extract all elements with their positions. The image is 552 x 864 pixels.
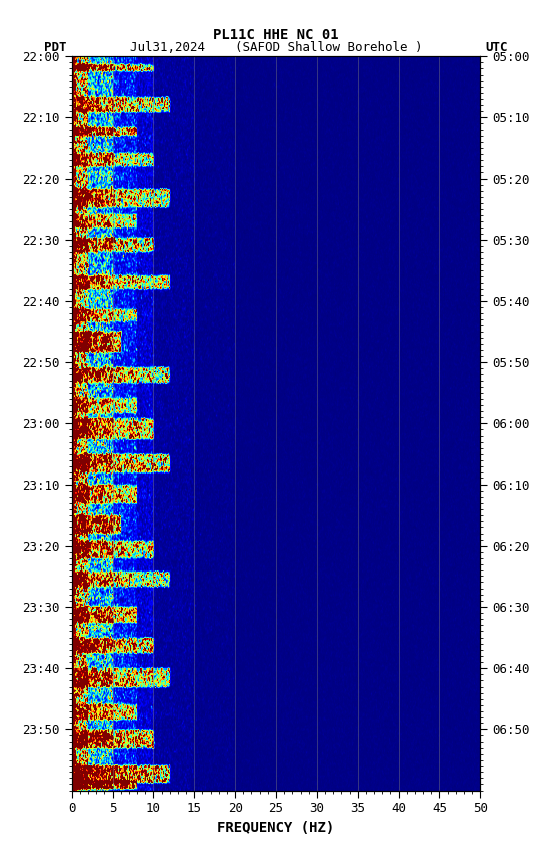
Text: PL11C HHE NC 01: PL11C HHE NC 01 [213,28,339,41]
Text: Jul31,2024    (SAFOD Shallow Borehole ): Jul31,2024 (SAFOD Shallow Borehole ) [130,41,422,54]
X-axis label: FREQUENCY (HZ): FREQUENCY (HZ) [217,821,335,835]
Text: UTC: UTC [485,41,508,54]
Text: PDT: PDT [44,41,67,54]
